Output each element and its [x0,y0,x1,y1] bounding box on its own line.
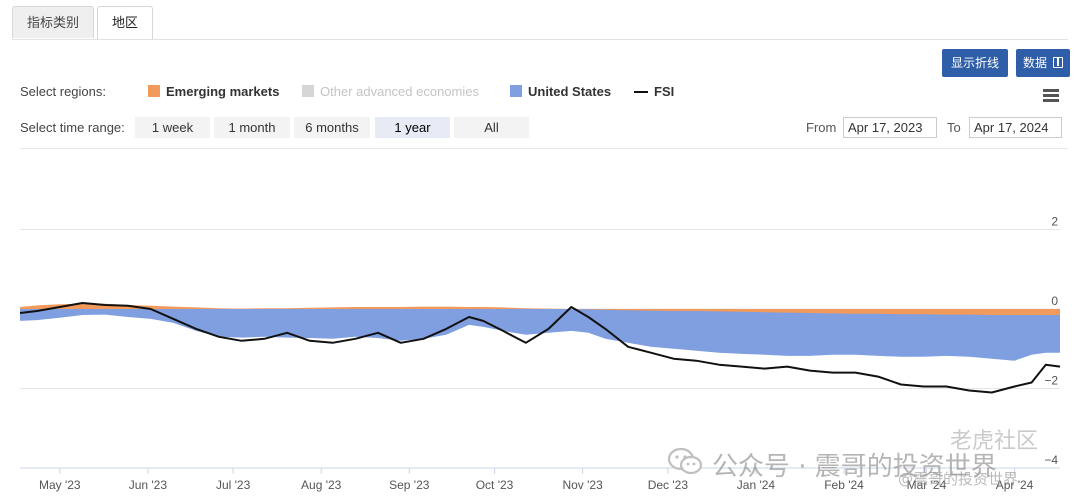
tab-bar: 指标类别 地区 [12,6,156,40]
tab-divider [12,39,1068,40]
select-regions-label: Select regions: [20,84,106,99]
legend-swatch [302,85,314,97]
range-button-6-months[interactable]: 6 months [294,117,370,138]
data-button[interactable]: 数据 [1016,49,1070,77]
panel-icon [1053,57,1063,68]
range-button-all[interactable]: All [454,117,529,138]
hamburger-menu-icon[interactable] [1043,89,1059,102]
series-area-emerging-markets [20,303,1060,315]
x-tick-label: Apr '24 [996,478,1034,492]
x-tick-label: May '23 [39,478,81,492]
fsi-area-chart: 2 0 −2 −4 May '23 Jun '23 Jul '23 Aug '23 Sep '… [19,215,1061,492]
from-label: From [806,120,837,135]
date-range: From Apr 17, 2023 To Apr 17, 2024 [0,117,1080,139]
x-tick-label: Jun '23 [129,478,168,492]
range-button-1-year[interactable]: 1 year [375,117,450,138]
legend-label: Other advanced economies [320,84,479,99]
legend-swatch [148,85,160,97]
legend-other-advanced-economies[interactable]: Other advanced economies [302,84,479,99]
toolbar-separator [20,148,1068,149]
select-time-range-label: Select time range: [20,120,125,135]
range-button-1-month[interactable]: 1 month [214,117,290,138]
data-button-label: 数据 [1023,56,1048,70]
x-axis-ticks: May '23 Jun '23 Jul '23 Aug '23 Sep '23 Oct '… [20,467,1060,492]
watermark-text: 公众号 · 震哥的投资世界 [712,452,997,482]
y-tick-label: −2 [1044,374,1058,388]
x-tick-label: Feb '24 [824,478,864,492]
x-tick-label: Oct '23 [476,478,514,492]
x-tick-label: Aug '23 [301,478,342,492]
x-tick-label: Mar '24 [907,478,947,492]
tab-region[interactable]: 地区 [97,6,154,40]
x-tick-label: Jul '23 [216,478,251,492]
x-tick-label: Sep '23 [389,478,430,492]
series-area-united-states [20,309,1060,361]
chart-series [19,302,1061,394]
show-line-chart-button[interactable]: 显示折线图 [942,49,1008,98]
y-axis-ticks: 2 0 −2 −4 [1044,215,1058,468]
to-date-input[interactable]: Apr 17, 2024 [969,117,1062,138]
range-button-1-week[interactable]: 1 week [135,117,210,138]
legend-label: FSI [654,84,675,99]
legend-label: Emerging markets [166,84,280,99]
legend-line [634,91,648,93]
y-tick-label: 0 [1051,294,1058,308]
watermark-handle: @震哥的投资世界 [898,470,1019,488]
series-line-fsi [19,302,1061,394]
tab-indicator-category[interactable]: 指标类别 [12,6,95,38]
from-date-input[interactable]: Apr 17, 2023 [843,117,937,138]
x-tick-label: Nov '23 [562,478,603,492]
to-label: To [947,120,961,135]
watermark-community: 老虎社区 [950,429,1039,454]
x-tick-label: Jan '24 [737,478,776,492]
legend-fsi[interactable]: FSI [634,84,674,99]
legend-swatch [510,85,522,97]
wechat-icon [667,447,703,475]
legend-emerging-markets[interactable]: Emerging markets [148,84,279,99]
y-tick-label: 2 [1051,215,1058,229]
legend-label: United States [528,84,612,99]
x-tick-label: Dec '23 [648,478,689,492]
y-tick-label: −4 [1044,453,1058,467]
legend-united-states[interactable]: United States [510,84,611,99]
